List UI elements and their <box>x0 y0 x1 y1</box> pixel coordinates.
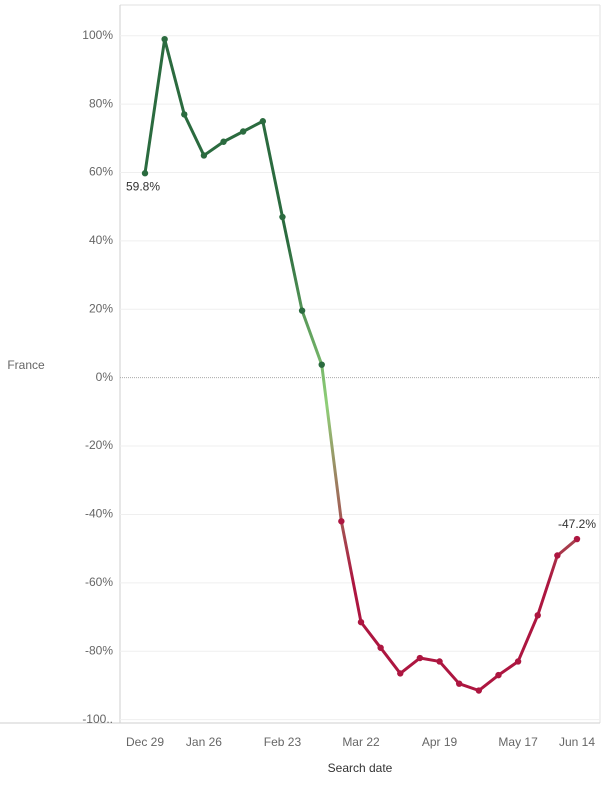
x-tick-label: Apr 19 <box>422 735 458 749</box>
point <box>436 658 443 665</box>
y-tick-label: 20% <box>89 301 113 315</box>
y-tick-label: -20% <box>85 438 113 452</box>
point <box>181 111 188 118</box>
x-tick-label: Dec 29 <box>126 735 164 749</box>
point <box>161 35 168 43</box>
y-tick-label: 40% <box>89 233 113 247</box>
x-tick-label: Jun 14 <box>559 735 595 749</box>
y-tick-label: 80% <box>89 96 113 110</box>
y-tick-label: -80% <box>85 643 113 657</box>
x-tick-label: Jan 26 <box>186 735 222 749</box>
y-tick-label: 60% <box>89 165 113 179</box>
y-axis-title: France <box>7 358 45 372</box>
point <box>455 680 463 687</box>
point <box>220 138 227 145</box>
point <box>200 152 208 159</box>
point <box>357 618 365 626</box>
point <box>397 670 404 677</box>
point <box>377 644 384 651</box>
point <box>279 213 286 221</box>
x-tick-label: Feb 23 <box>264 735 302 749</box>
point <box>338 518 345 525</box>
point <box>416 654 424 662</box>
data-label: -47.2% <box>558 517 596 531</box>
point <box>475 687 483 694</box>
point <box>298 307 306 314</box>
y-tick-label: -40% <box>85 507 113 521</box>
point <box>495 671 502 679</box>
point <box>259 118 267 125</box>
y-tick-label: 0% <box>96 370 114 384</box>
point <box>239 128 247 135</box>
data-label: 59.8% <box>126 179 160 193</box>
line <box>143 37 578 693</box>
point <box>318 361 325 368</box>
x-tick-label: May 17 <box>498 735 538 749</box>
y-tick-label: -60% <box>85 575 113 589</box>
point <box>141 170 149 177</box>
point <box>534 612 541 619</box>
point <box>554 552 561 559</box>
point <box>573 535 581 543</box>
y-tick-label: 100% <box>82 28 113 42</box>
y-tick-label: -100.. <box>82 712 113 726</box>
x-axis-title: Search date <box>328 761 393 775</box>
x-tick-label: Mar 22 <box>342 735 380 749</box>
point <box>514 658 522 665</box>
